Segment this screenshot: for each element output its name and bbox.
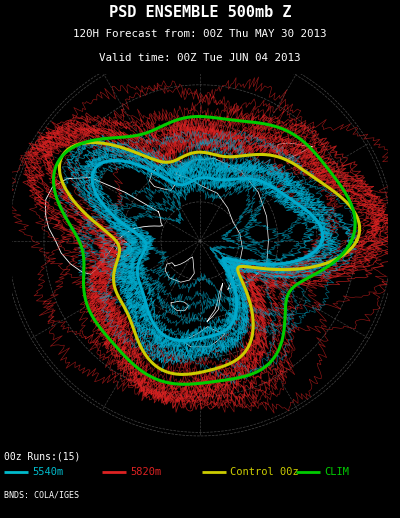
Text: CLIM: CLIM [324,467,349,477]
Text: 5540m: 5540m [32,467,63,477]
Circle shape [23,64,377,418]
Text: Control 00z: Control 00z [230,467,299,477]
Text: PSD ENSEMBLE 500mb Z: PSD ENSEMBLE 500mb Z [109,5,291,20]
Text: BNDS: COLA/IGES: BNDS: COLA/IGES [4,490,79,499]
Text: 120H Forecast from: 00Z Thu MAY 30 2013: 120H Forecast from: 00Z Thu MAY 30 2013 [73,29,327,39]
Text: Valid time: 00Z Tue JUN 04 2013: Valid time: 00Z Tue JUN 04 2013 [99,52,301,63]
Text: 5820m: 5820m [130,467,161,477]
Text: 00z Runs:(15): 00z Runs:(15) [4,451,80,461]
